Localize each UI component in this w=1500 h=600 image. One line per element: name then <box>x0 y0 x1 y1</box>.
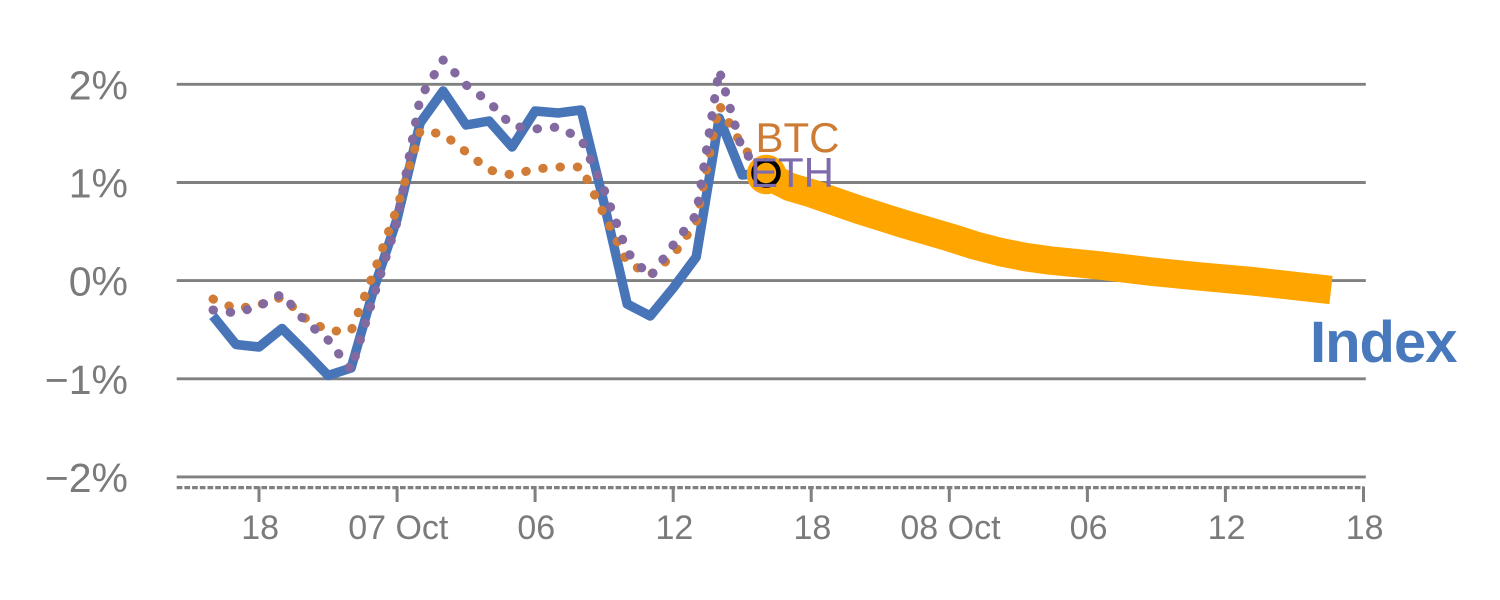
svg-text:12: 12 <box>1208 509 1246 547</box>
svg-text:18: 18 <box>793 509 831 547</box>
svg-text:18: 18 <box>1346 509 1384 547</box>
svg-text:07 Oct: 07 Oct <box>348 509 449 547</box>
svg-text:12: 12 <box>655 509 693 547</box>
svg-text:BTC: BTC <box>756 114 840 161</box>
svg-text:08 Oct: 08 Oct <box>900 509 1001 547</box>
svg-text:06: 06 <box>517 509 555 547</box>
svg-text:ETH: ETH <box>750 149 834 196</box>
svg-text:Index: Index <box>1310 310 1457 375</box>
svg-text:0%: 0% <box>69 259 128 305</box>
svg-text:06: 06 <box>1070 509 1108 547</box>
svg-text:18: 18 <box>241 509 279 547</box>
svg-text:−2%: −2% <box>45 455 128 501</box>
svg-text:2%: 2% <box>69 62 128 108</box>
svg-text:−1%: −1% <box>45 357 128 403</box>
svg-text:1%: 1% <box>69 161 128 207</box>
